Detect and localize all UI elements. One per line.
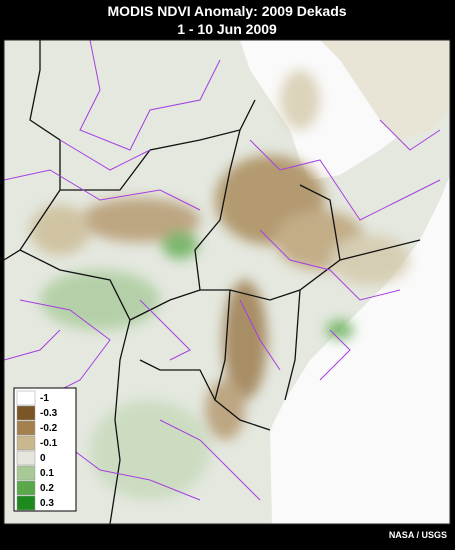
legend-swatch [16, 435, 36, 451]
legend-swatch [16, 495, 36, 511]
map [3, 39, 451, 525]
map-frame [3, 39, 451, 525]
anomaly-pattern [30, 70, 410, 500]
subtitle: 1 - 10 Jun 2009 [177, 21, 277, 37]
legend-swatch [16, 465, 36, 481]
admin-borders [4, 40, 441, 501]
legend-swatch [16, 390, 36, 406]
arabia [320, 40, 450, 140]
country-borders [4, 40, 421, 524]
legend-label: -0.1 [40, 438, 58, 449]
legend-label: 0.2 [40, 483, 54, 494]
legend-label: -0.3 [40, 408, 58, 419]
legend-swatch [16, 420, 36, 436]
legend-swatch [16, 480, 36, 496]
legend-label: 0.1 [40, 468, 54, 479]
legend-swatch [16, 450, 36, 466]
legend-swatch [16, 405, 36, 421]
legend-label: -1 [40, 393, 49, 404]
legend-label: -0.2 [40, 423, 58, 434]
credit: NASA / USGS [389, 530, 447, 540]
legend-label: 0 [40, 453, 46, 464]
legend-label: 0.3 [40, 498, 54, 509]
title: MODIS NDVI Anomaly: 2009 Dekads [107, 3, 346, 19]
legend: -1 -0.3 -0.2 -0.1 0 0.1 0.2 0.3 [13, 387, 77, 512]
